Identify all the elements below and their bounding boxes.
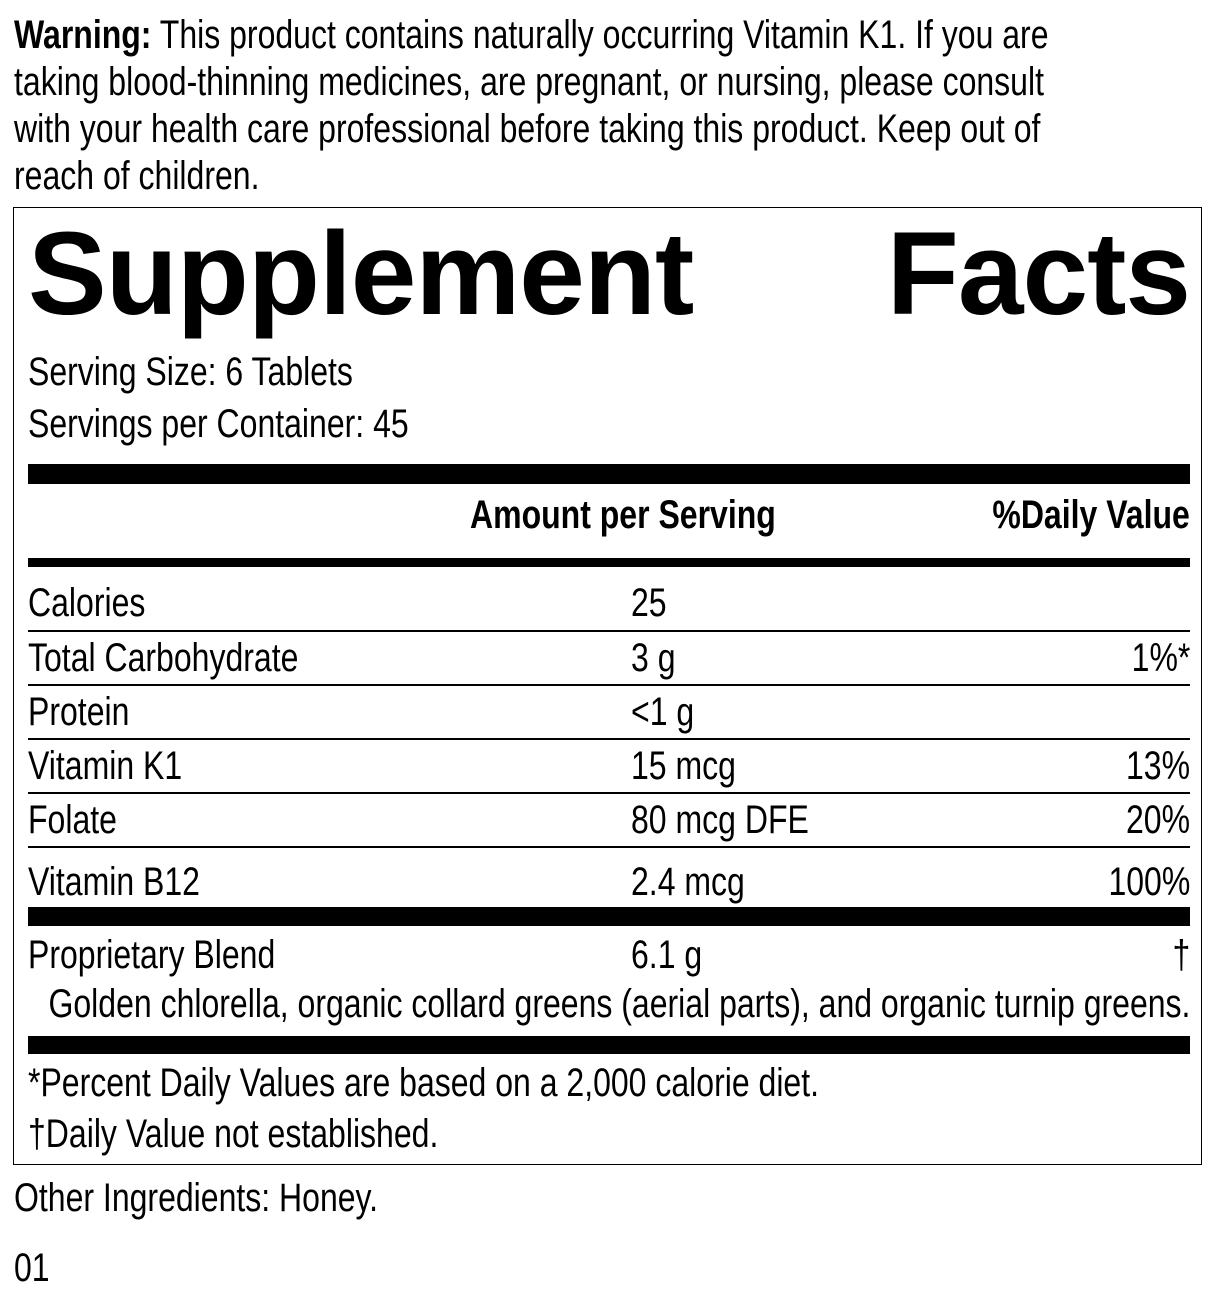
thick-divider bbox=[28, 1036, 1190, 1054]
footnote-dagger: †Daily Value not established. bbox=[28, 1112, 439, 1156]
thin-divider bbox=[28, 792, 1190, 794]
nutrient-dv: 20% bbox=[1125, 798, 1190, 842]
nutrient-name: Vitamin K1 bbox=[28, 744, 183, 788]
nutrient-name: Folate bbox=[28, 798, 117, 842]
thin-divider bbox=[28, 846, 1190, 848]
thick-divider bbox=[28, 464, 1190, 484]
nutrient-name: Protein bbox=[28, 690, 130, 734]
thin-divider bbox=[28, 684, 1190, 686]
warning-line: This product contains naturally occurrin… bbox=[151, 13, 1049, 57]
warning-line: reach of children. bbox=[14, 154, 260, 198]
thick-divider bbox=[28, 907, 1190, 926]
nutrient-amount: 15 mcg bbox=[631, 744, 736, 788]
blend-dv: † bbox=[1172, 933, 1190, 977]
blend-name: Proprietary Blend bbox=[28, 933, 276, 977]
servings-per-container: Servings per Container: 45 bbox=[28, 402, 409, 446]
title-word: Facts bbox=[886, 208, 1191, 340]
nutrient-dv: 13% bbox=[1125, 744, 1190, 788]
warning-line: taking blood-thinning medicines, are pre… bbox=[14, 60, 1044, 104]
blend-ingredients: Golden chlorella, organic collard greens… bbox=[48, 982, 1190, 1026]
nutrient-dv: 100% bbox=[1108, 860, 1190, 904]
panel-title: Supplement Facts bbox=[28, 208, 1191, 340]
blend-amount: 6.1 g bbox=[631, 933, 703, 977]
product-code: 01 bbox=[14, 1246, 50, 1290]
title-word: Supplement bbox=[28, 208, 694, 340]
nutrient-amount: 25 bbox=[631, 581, 667, 625]
nutrient-amount: <1 g bbox=[631, 690, 695, 734]
nutrient-name: Vitamin B12 bbox=[28, 860, 200, 904]
nutrient-dv: 1%* bbox=[1131, 636, 1190, 680]
nutrient-amount: 3 g bbox=[631, 636, 676, 680]
warning-label: Warning: bbox=[14, 13, 152, 57]
thin-divider bbox=[28, 738, 1190, 740]
nutrient-name: Total Carbohydrate bbox=[28, 636, 299, 680]
medium-divider bbox=[28, 558, 1190, 567]
other-ingredients: Other Ingredients: Honey. bbox=[14, 1176, 379, 1220]
header-amount: Amount per Serving bbox=[470, 493, 776, 537]
supplement-facts-panel: Supplement Facts Serving Size: 6 Tablets… bbox=[13, 207, 1202, 1165]
serving-size: Serving Size: 6 Tablets bbox=[28, 350, 353, 394]
footnote-dv: *Percent Daily Values are based on a 2,0… bbox=[28, 1061, 819, 1105]
nutrient-amount: 80 mcg DFE bbox=[631, 798, 809, 842]
header-daily-value: %Daily Value bbox=[992, 493, 1190, 537]
thin-divider bbox=[28, 630, 1190, 632]
warning-line: with your health care professional befor… bbox=[14, 107, 1041, 151]
nutrient-amount: 2.4 mcg bbox=[631, 860, 745, 904]
nutrient-name: Calories bbox=[28, 581, 146, 625]
